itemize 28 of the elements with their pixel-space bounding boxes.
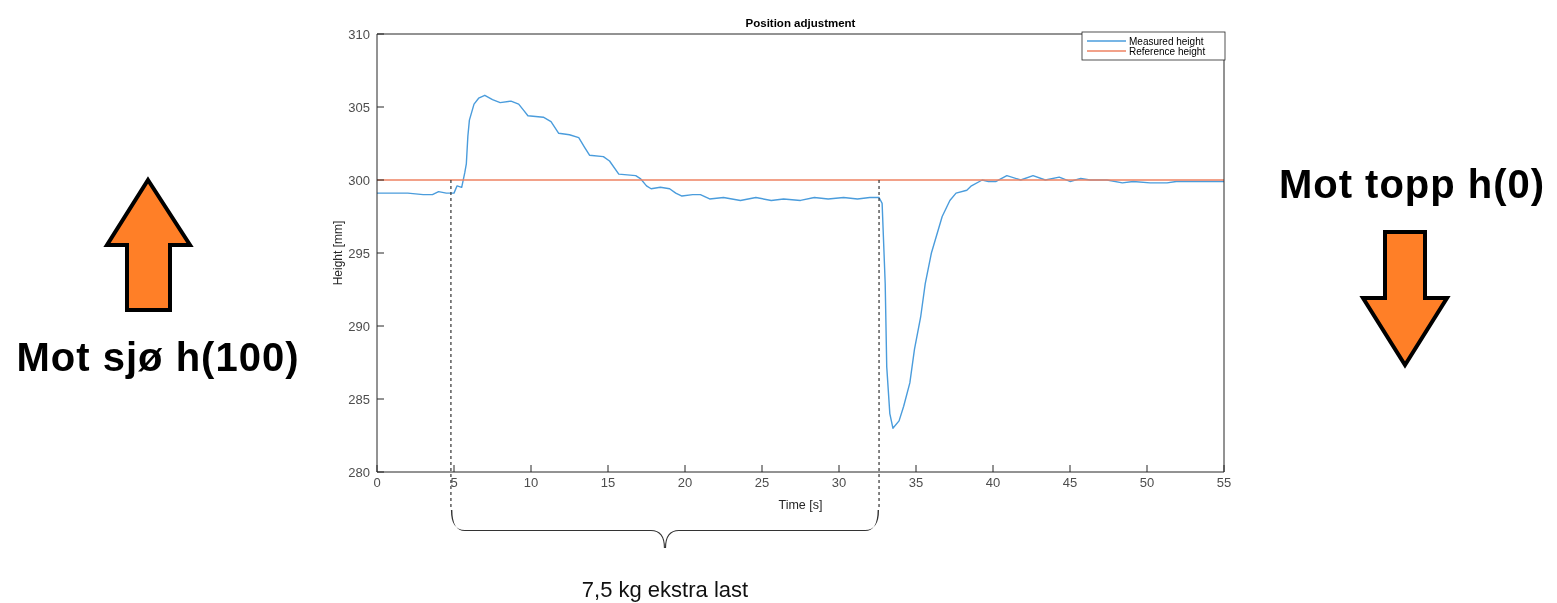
y-tick-label: 295 [348, 245, 370, 261]
legend-label: Measured height [1129, 35, 1204, 47]
y-tick-label: 310 [348, 26, 370, 42]
y-tick-label: 305 [348, 99, 370, 115]
text: Mot topp h(0) [1278, 162, 1546, 206]
x-tick-label: 55 [1216, 475, 1232, 491]
y-tick-label: 285 [348, 391, 370, 407]
y-tick-label: 300 [348, 172, 370, 188]
x-tick-label: 40 [985, 475, 1001, 491]
line-series [377, 94, 1224, 429]
x-tick-label: 10 [523, 475, 539, 491]
x-tick-label: 25 [754, 475, 770, 491]
text: Mot sjø h(100) [16, 335, 300, 379]
y-tick-label: 280 [348, 464, 370, 480]
x-tick-label: 15 [600, 475, 616, 491]
x-tick-label: 5 [450, 475, 458, 491]
y-axis-title: Height [mm] [331, 220, 345, 286]
text: 7,5 kg ekstra last [581, 577, 749, 602]
x-tick-label: 45 [1062, 475, 1078, 491]
x-tick-label: 35 [908, 475, 924, 491]
legend-label: Reference height [1129, 45, 1206, 57]
x-tick-label: 0 [373, 475, 381, 491]
chart-title: Position adjustment [745, 17, 856, 29]
x-tick-label: 50 [1139, 475, 1155, 491]
x-tick-label: 30 [831, 475, 847, 491]
y-tick-label: 290 [348, 318, 370, 334]
x-axis-title: Time [s] [778, 498, 823, 512]
x-tick-label: 20 [677, 475, 693, 491]
